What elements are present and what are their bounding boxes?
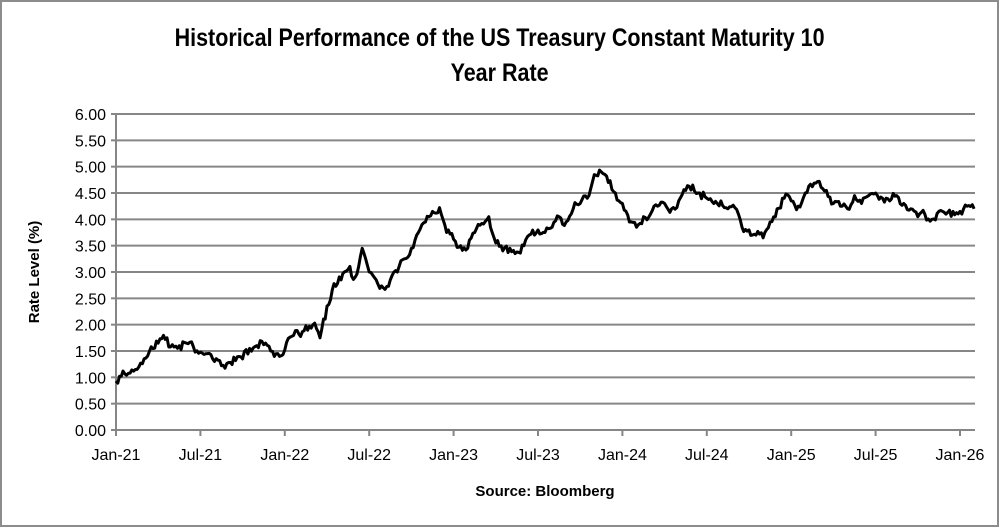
y-tick-label: 3.00 [75,265,106,282]
y-tick-label: 4.50 [75,186,106,203]
y-tick-label: 5.50 [75,133,106,150]
x-tick-label: Jul-22 [347,447,391,464]
y-tick-label: 1.00 [75,370,106,387]
y-axis-title: Rate Level (%) [26,221,43,324]
x-tick-label: Jul-21 [179,447,223,464]
x-tick-label: Jan-24 [598,447,647,464]
x-tick-label: Jan-23 [429,447,478,464]
chart-title-line-2: Year Rate [450,59,549,87]
y-tick-label: 1.50 [75,344,106,361]
y-tick-label: 0.50 [75,397,106,414]
x-axis-ticks: Jan-21 Jul-21 Jan-22 Jul-22 Jan-23 Jul-23 Jan-… [92,430,985,464]
chart-title-line-1: Historical Performance of the US Treasur… [174,24,825,52]
x-tick-label: Jan-26 [936,447,985,464]
series-line-us-treasury-10y [114,168,976,385]
x-tick-label: Jan-22 [260,447,309,464]
x-tick-label: Jul-23 [516,447,560,464]
grid-lines [116,113,975,431]
y-tick-label: 4.00 [75,212,106,229]
y-axis-ticks: 0.00 0.50 1.00 1.50 2.00 2.50 3.00 3.50 4.00 4.50… [75,107,116,440]
x-tick-label: Jul-24 [685,447,729,464]
y-tick-label: 5.00 [75,160,106,177]
y-tick-label: 3.50 [75,239,106,256]
y-tick-label: 2.00 [75,318,106,335]
x-tick-label: Jan-21 [92,447,141,464]
x-tick-label: Jul-25 [854,447,898,464]
x-tick-label: Jan-25 [767,447,816,464]
y-tick-label: 2.50 [75,291,106,308]
y-tick-label: 0.00 [75,423,106,440]
x-axis-title: Source: Bloomberg [475,483,614,500]
y-tick-label: 6.00 [75,107,106,124]
